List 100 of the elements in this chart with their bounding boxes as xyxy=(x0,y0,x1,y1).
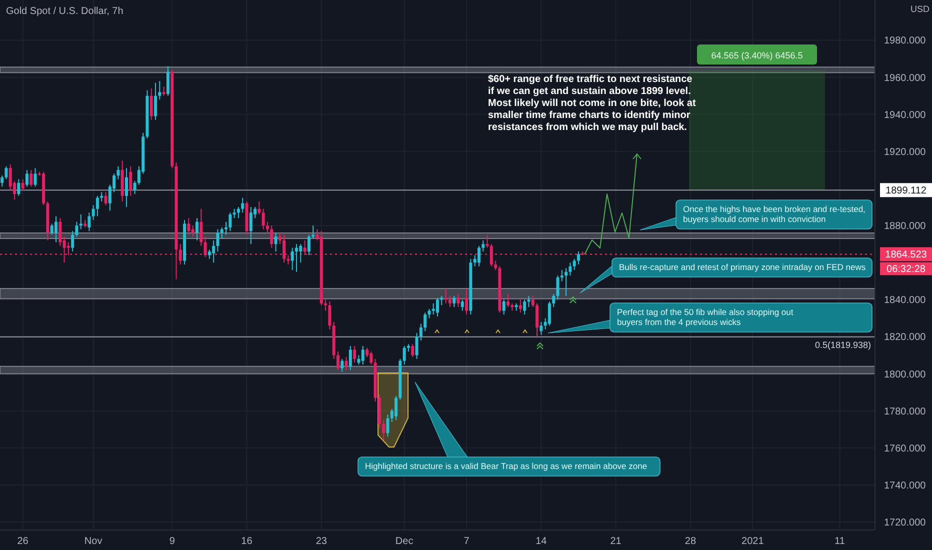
candlestick xyxy=(465,288,468,315)
candlestick xyxy=(506,294,510,308)
candlestick xyxy=(34,168,37,188)
candlestick xyxy=(494,260,498,271)
annotation: 64.565 (3.40%) 6456.5 xyxy=(711,50,803,60)
candlestick xyxy=(353,345,356,364)
candlestick xyxy=(419,323,422,341)
y-axis-title: USD xyxy=(910,4,930,14)
candlestick xyxy=(8,164,12,191)
candlestick xyxy=(249,206,252,245)
candlestick xyxy=(228,212,232,232)
y-tick-label: 1740.000 xyxy=(884,480,926,492)
annotation: $60+ range of free traffic to next resistance if we can get and sustain above 1899 level. Most likely will not come in one bite, look at smaller time frame charts to identify minor resistances from which we may pull back. xyxy=(488,74,696,133)
ref-line-label: 1864.523 xyxy=(885,250,928,261)
candlestick xyxy=(572,258,576,271)
candlestick xyxy=(178,244,182,265)
candlestick xyxy=(568,262,572,276)
candlestick xyxy=(386,414,390,438)
annotation: Perfect tag of the 50 fib while also stopping out buyers from the 4 previous wicks xyxy=(617,307,794,327)
candlestick xyxy=(266,221,269,234)
candlestick xyxy=(576,250,580,265)
y-tick-label: 1960.000 xyxy=(884,72,926,84)
candlestick xyxy=(490,244,493,267)
x-tick-label: Dec xyxy=(395,536,414,547)
candlestick xyxy=(282,234,286,264)
candlestick xyxy=(71,230,74,252)
y-tick-label: 1760.000 xyxy=(884,443,926,454)
y-tick-label: 1840.000 xyxy=(884,295,926,306)
candlestick xyxy=(25,169,28,188)
candlestick xyxy=(448,295,452,308)
candlestick xyxy=(340,358,344,372)
candlestick xyxy=(424,312,427,332)
candlestick xyxy=(548,301,551,326)
candlestick xyxy=(212,240,216,264)
candlestick xyxy=(307,234,310,256)
candlestick xyxy=(348,345,352,371)
candlestick xyxy=(96,195,99,217)
x-tick-label: 7 xyxy=(464,536,470,547)
candlestick xyxy=(66,242,70,256)
candlestick xyxy=(523,299,526,315)
x-tick-label: 21 xyxy=(610,536,622,547)
y-tick-label: 1980.000 xyxy=(884,36,926,47)
candlestick xyxy=(270,225,274,248)
candlestick xyxy=(116,166,120,180)
candlestick xyxy=(4,166,8,180)
candlestick xyxy=(158,80,162,100)
candlestick xyxy=(150,88,153,120)
candlestick xyxy=(536,302,539,338)
candlestick xyxy=(290,247,294,271)
candlestick xyxy=(79,214,82,230)
candlestick xyxy=(328,301,332,330)
candlestick xyxy=(88,212,91,232)
x-tick-label: 26 xyxy=(17,536,29,547)
x-tick-label: 28 xyxy=(684,536,696,547)
candlestick xyxy=(527,295,530,308)
candlestick xyxy=(370,351,373,366)
x-tick-label: 11 xyxy=(834,536,846,547)
candlestick xyxy=(415,332,418,360)
candlestick xyxy=(560,270,564,282)
candlestick xyxy=(216,228,220,252)
candlestick xyxy=(58,218,62,246)
candlestick xyxy=(241,197,244,214)
candlestick xyxy=(166,66,170,96)
candlestick xyxy=(104,192,108,206)
annotation: Once the highs have been broken and re-tested, buyers should come in with conviction xyxy=(683,204,866,224)
candlestick xyxy=(154,82,158,120)
x-tick-label: 2021 xyxy=(742,536,764,547)
candlestick xyxy=(552,294,556,308)
candlestick xyxy=(200,208,203,246)
candlestick xyxy=(124,168,128,208)
candlestick xyxy=(432,302,435,315)
x-tick-label: 9 xyxy=(169,536,176,547)
ref-line-label: 0.5(1819.938) xyxy=(814,340,871,350)
candlestick xyxy=(336,351,340,371)
x-tick-label: 23 xyxy=(316,536,328,547)
candlestick xyxy=(17,178,20,196)
candlestick xyxy=(232,208,236,219)
x-tick-label: 16 xyxy=(241,536,253,547)
candlestick xyxy=(133,180,136,195)
text: 06:32:28 xyxy=(886,264,926,276)
candlestick xyxy=(195,218,198,241)
candlestick xyxy=(361,345,364,366)
candlestick xyxy=(129,166,132,196)
candlestick xyxy=(274,232,278,252)
candlestick xyxy=(187,218,190,236)
candlestick xyxy=(518,299,522,314)
candlestick xyxy=(162,86,166,96)
candlestick xyxy=(50,223,54,236)
candlestick xyxy=(236,206,240,219)
candlestick xyxy=(540,321,543,336)
candlestick xyxy=(0,174,4,188)
candlestick xyxy=(402,345,406,366)
candlestick xyxy=(382,420,386,441)
y-tick-label: 1880.000 xyxy=(884,221,926,232)
candlestick xyxy=(262,208,265,230)
y-tick-label: 1720.000 xyxy=(884,518,926,529)
y-tick-label: 1800.000 xyxy=(884,369,926,380)
candlestick xyxy=(21,178,24,191)
candlestick xyxy=(299,244,302,264)
y-tick-label: 1920.000 xyxy=(884,146,926,158)
